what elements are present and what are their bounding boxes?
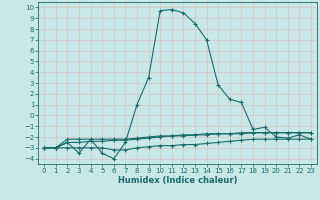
X-axis label: Humidex (Indice chaleur): Humidex (Indice chaleur) xyxy=(118,176,237,185)
